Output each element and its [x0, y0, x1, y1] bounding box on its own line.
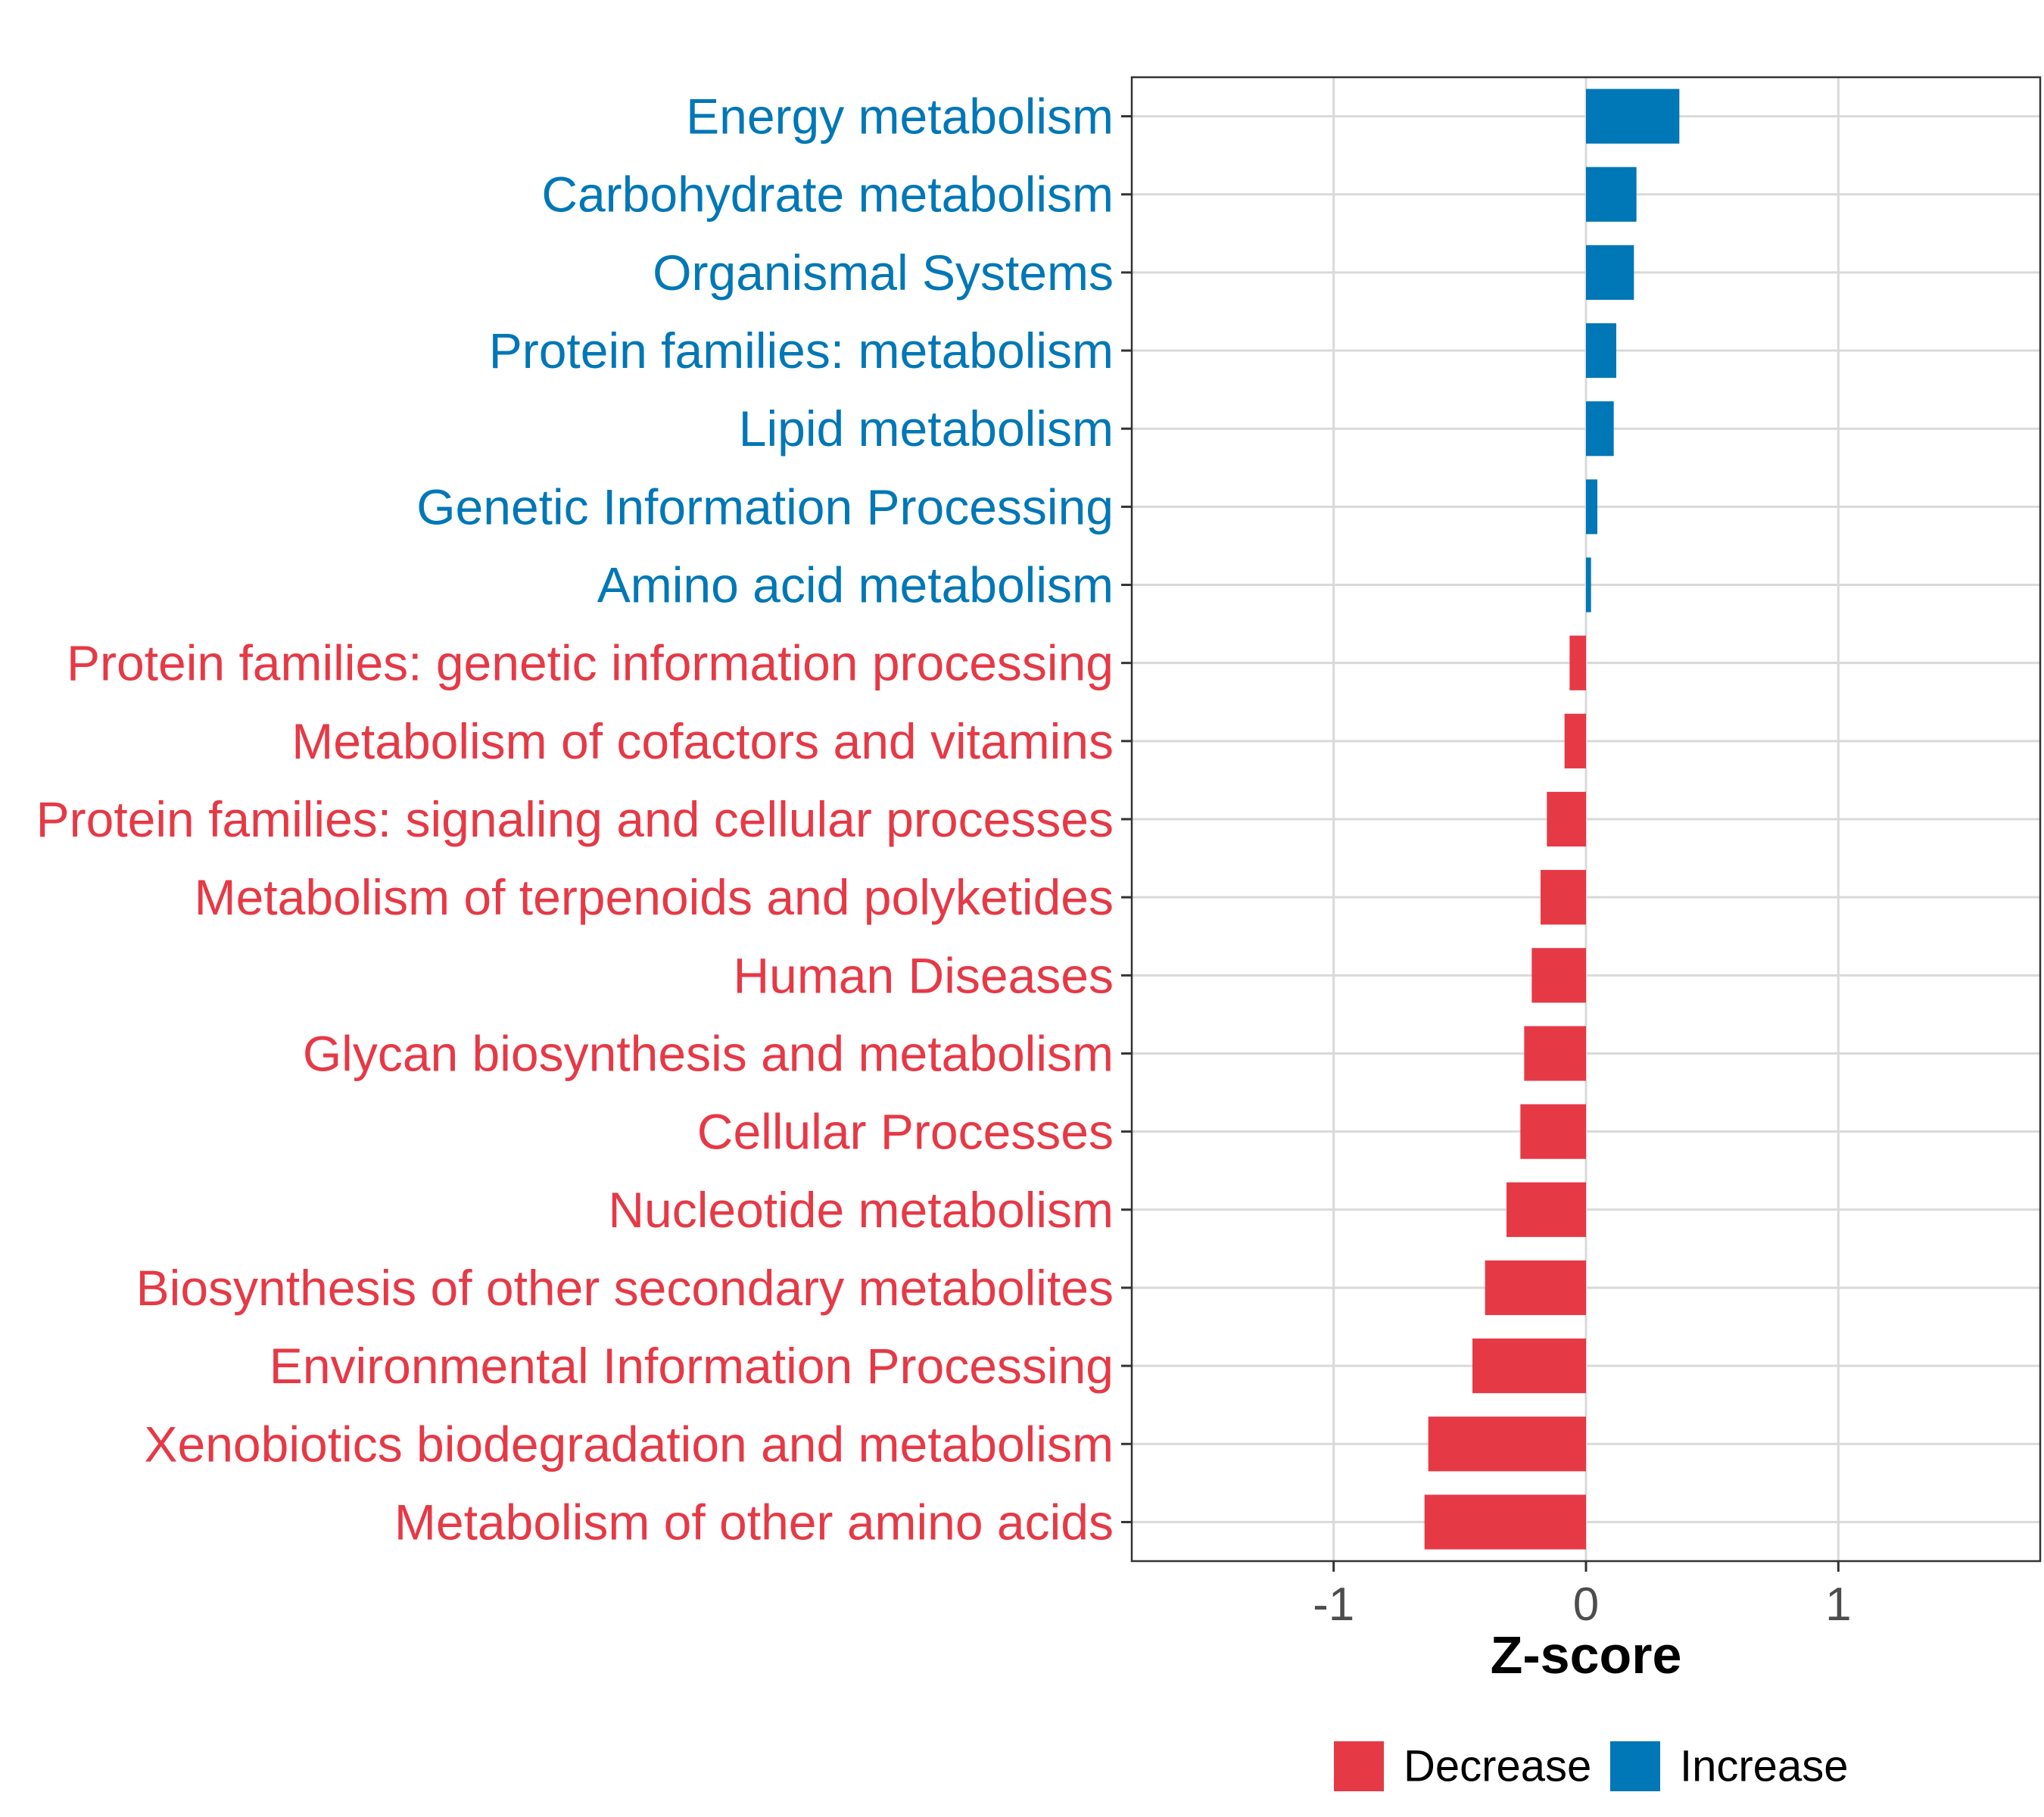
bar-decrease — [1428, 1417, 1586, 1472]
x-tick-label: -1 — [1313, 1579, 1354, 1631]
bar-increase — [1586, 245, 1634, 300]
legend-label-decrease: Decrease — [1404, 1742, 1591, 1791]
bar-increase — [1586, 479, 1597, 535]
category-label: Protein families: genetic information pr… — [67, 635, 1114, 691]
x-axis-ticks: -1 0 1 — [1313, 1561, 1852, 1631]
category-label: Glycan biosynthesis and metabolism — [303, 1025, 1114, 1081]
category-label: Protein families: signaling and cellular… — [36, 791, 1114, 847]
bar-decrease — [1424, 1494, 1586, 1550]
category-label: Human Diseases — [733, 947, 1114, 1003]
x-tick-label: 0 — [1573, 1579, 1599, 1631]
category-label: Metabolism of cofactors and vitamins — [291, 713, 1114, 769]
category-label: Biosynthesis of other secondary metaboli… — [136, 1260, 1114, 1316]
category-label: Energy metabolism — [686, 89, 1114, 145]
category-label: Cellular Processes — [697, 1104, 1114, 1160]
bar-decrease — [1531, 948, 1586, 1003]
bar-decrease — [1547, 791, 1586, 847]
bar-decrease — [1520, 1104, 1586, 1159]
x-tick-label: 1 — [1825, 1579, 1851, 1631]
legend-key-decrease — [1334, 1741, 1384, 1791]
y-axis-ticks — [1121, 115, 1132, 1523]
bar-decrease — [1472, 1339, 1586, 1394]
category-label: Nucleotide metabolism — [608, 1182, 1114, 1238]
bar-increase — [1586, 401, 1614, 457]
category-label: Carbohydrate metabolism — [541, 167, 1114, 223]
category-label: Xenobiotics biodegradation and metabolis… — [145, 1416, 1114, 1472]
bar-decrease — [1564, 713, 1586, 768]
bar-increase — [1586, 557, 1591, 612]
category-label: Metabolism of other amino acids — [394, 1494, 1114, 1550]
bar-decrease — [1541, 870, 1586, 925]
category-labels: Energy metabolism Carbohydrate metabolism… — [36, 89, 1114, 1551]
category-label: Metabolism of terpenoids and polyketides — [195, 869, 1114, 925]
bar-increase — [1586, 89, 1680, 144]
legend: Decrease Increase — [1334, 1741, 1848, 1791]
category-label: Genetic Information Processing — [416, 478, 1114, 535]
category-label: Lipid metabolism — [739, 400, 1114, 457]
category-label: Environmental Information Processing — [270, 1338, 1114, 1394]
bar-increase — [1586, 323, 1616, 379]
x-axis-title: Z-score — [1491, 1625, 1682, 1685]
bar-layer — [1424, 89, 1680, 1550]
category-label: Amino acid metabolism — [597, 557, 1114, 613]
bar-decrease — [1485, 1260, 1586, 1316]
bar-decrease — [1524, 1026, 1586, 1081]
category-label: Protein families: metabolism — [489, 323, 1114, 379]
bar-decrease — [1507, 1182, 1586, 1237]
legend-label-increase: Increase — [1680, 1742, 1848, 1791]
bar-decrease — [1569, 635, 1586, 690]
category-label: Organismal Systems — [653, 245, 1114, 301]
legend-key-increase — [1610, 1741, 1660, 1791]
bar-increase — [1586, 167, 1637, 222]
